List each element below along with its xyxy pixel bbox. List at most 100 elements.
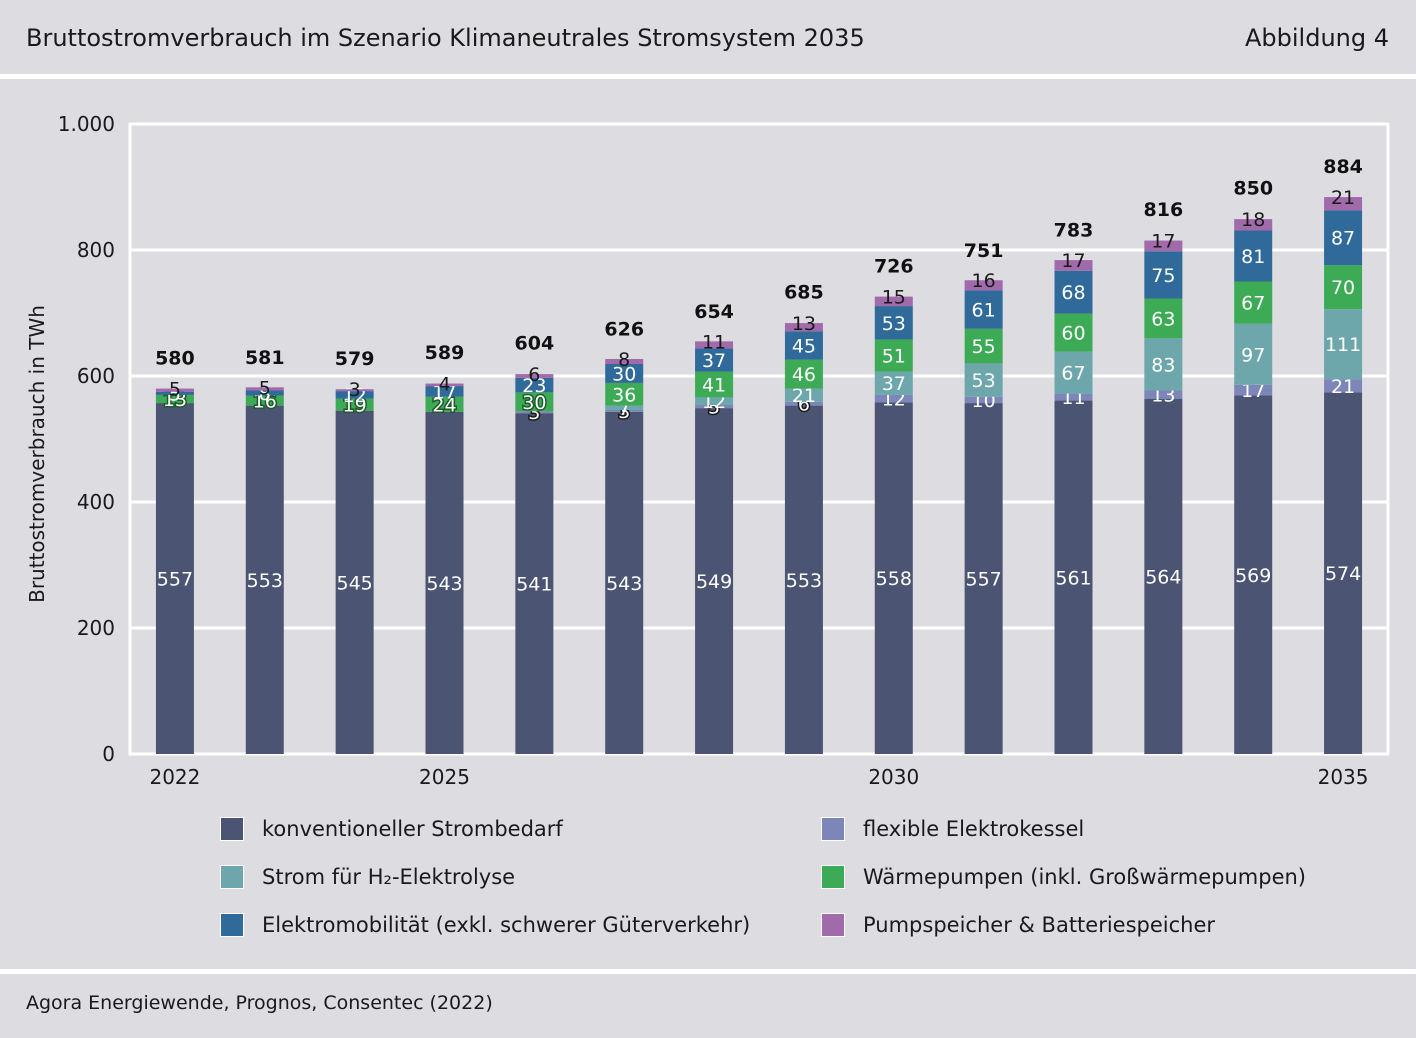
bar-segment — [874, 402, 913, 754]
segment-value-label: 51 — [882, 346, 906, 368]
legend-item: flexible Elektrokessel — [821, 815, 1084, 843]
y-tick-label: 800 — [77, 238, 115, 262]
bar-segment — [245, 390, 284, 396]
bar-segment — [515, 411, 554, 414]
bar-segment — [515, 392, 554, 412]
bar-segment — [784, 401, 823, 406]
y-tick-label: 600 — [77, 364, 115, 388]
bar-segment — [245, 387, 284, 391]
bar-segment — [335, 398, 374, 411]
bar-segment — [1234, 395, 1273, 754]
segment-value-label: 557 — [966, 569, 1002, 591]
segment-value-label: 21 — [1331, 187, 1355, 209]
legend-label: flexible Elektrokessel — [863, 817, 1085, 841]
bar-segment — [1054, 260, 1093, 271]
legend-swatch — [821, 865, 845, 889]
segment-value-label: 23 — [522, 375, 546, 397]
bar-segment — [874, 394, 913, 403]
bar-segment — [874, 339, 913, 372]
segment-value-label: 53 — [882, 313, 906, 335]
total-value-label: 604 — [515, 332, 555, 354]
bar-segment — [1234, 230, 1273, 282]
segment-value-label: 561 — [1055, 567, 1091, 589]
segment-value-label: 67 — [1241, 293, 1265, 315]
bar-segment — [605, 364, 644, 383]
legend-swatch — [821, 817, 845, 841]
segment-value-label: 87 — [1331, 228, 1355, 250]
segment-value-label: 21 — [792, 385, 816, 407]
segment-value-label: 16 — [972, 270, 996, 292]
segment-value-label: 61 — [972, 300, 996, 322]
segment-value-label: 45 — [792, 335, 816, 357]
segment-value-label: 3 — [349, 379, 361, 401]
bar-segment — [695, 341, 734, 349]
total-value-label: 589 — [425, 342, 465, 364]
bar-segment — [964, 328, 1003, 364]
bar-segment — [425, 383, 464, 387]
bar-segment — [605, 382, 644, 406]
segment-value-label: 83 — [1151, 354, 1175, 376]
segment-value-label: 30 — [522, 392, 546, 414]
segment-value-label: 37 — [882, 373, 906, 395]
total-value-label: 626 — [604, 319, 644, 341]
bar-segment — [695, 408, 734, 754]
segment-value-label: 5 — [259, 377, 271, 399]
bar-segment — [155, 394, 194, 404]
segment-value-label: 70 — [1331, 277, 1355, 299]
bar-segment — [964, 396, 1003, 404]
bar-segment — [425, 386, 464, 397]
bar-segment — [1324, 379, 1363, 393]
total-value-label: 884 — [1323, 156, 1363, 178]
legend-label: Elektromobilität (exkl. schwerer Güterve… — [262, 913, 751, 937]
segment-value-label: 18 — [1241, 209, 1265, 231]
bar-segment — [1144, 398, 1183, 754]
bar-segment — [964, 290, 1003, 329]
legend-item: Strom für H₂-Elektrolyse — [220, 863, 515, 891]
segment-value-label: 55 — [972, 336, 996, 358]
bar-segment — [1054, 351, 1093, 394]
segment-value-label: 4 — [438, 374, 450, 396]
segment-value-label: 5 — [169, 379, 181, 401]
segment-value-label: 553 — [786, 570, 822, 592]
total-value-label: 654 — [694, 301, 734, 323]
bar-segment — [335, 389, 374, 392]
legend-swatch — [220, 913, 244, 937]
bar-segment — [425, 396, 464, 412]
bar-segment — [1054, 270, 1093, 314]
total-value-label: 783 — [1054, 220, 1094, 242]
plot-area — [128, 122, 1390, 756]
bar-segment — [515, 413, 554, 754]
bar-segment — [1324, 309, 1363, 380]
segment-value-label: 558 — [876, 568, 912, 590]
segment-value-label: 17 — [1151, 231, 1175, 253]
segment-value-label: 68 — [1061, 282, 1085, 304]
legend-item: Pumpspeicher & Batteriespeicher — [821, 911, 1215, 939]
bar-segment — [245, 405, 284, 754]
segment-value-label: 37 — [702, 350, 726, 372]
segment-value-label: 111 — [1325, 334, 1361, 356]
header: Bruttostromverbrauch im Szenario Klimane… — [0, 0, 1416, 76]
segment-value-label: 53 — [972, 370, 996, 392]
bar-segment — [1234, 384, 1273, 396]
bar-segment — [425, 411, 464, 754]
bar-chart: 0 200 400 600 800 1.000 Bruttostromverbrauch i… — [25, 112, 1390, 789]
total-value-label: 580 — [155, 348, 195, 370]
bar-segment — [784, 331, 823, 360]
bar-segment — [964, 363, 1003, 397]
segment-value-label: 75 — [1151, 265, 1175, 287]
total-value-label: 579 — [335, 348, 375, 370]
legend-swatch — [220, 817, 244, 841]
y-tick-label: 0 — [102, 742, 115, 766]
bar-segment — [1234, 323, 1273, 385]
segment-value-label: 17 — [1241, 380, 1265, 402]
segment-value-label: 60 — [1061, 323, 1085, 345]
bar-segment — [784, 323, 823, 332]
bar-segment — [874, 306, 913, 340]
segment-value-label: 564 — [1145, 566, 1181, 588]
figure-label: Abbildung 4 — [1244, 24, 1389, 52]
y-tick-label: 400 — [77, 490, 115, 514]
bar-segment — [1144, 251, 1183, 299]
bar-segment — [1324, 392, 1363, 754]
total-value-label: 751 — [964, 240, 1004, 262]
header-divider — [0, 74, 1416, 79]
